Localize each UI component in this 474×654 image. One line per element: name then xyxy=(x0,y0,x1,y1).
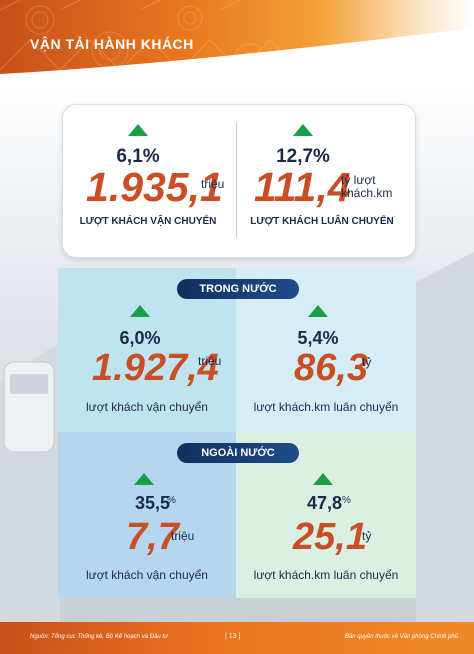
up-triangle-icon xyxy=(308,305,328,317)
up-triangle-icon xyxy=(313,473,333,485)
international-left-change: 35,5 xyxy=(134,493,170,513)
domestic-left-caption: lượt khách vận chuyển xyxy=(86,400,208,414)
domestic-right-value: 86,3 xyxy=(294,347,368,389)
domestic-label: TRONG NƯỚC xyxy=(177,279,299,299)
summary-left-value: 1.935,1 xyxy=(86,164,223,210)
summary-left-caption: LƯỢT KHÁCH VẬN CHUYỂN xyxy=(79,216,217,227)
summary-card xyxy=(62,104,416,258)
international-right-caption: lượt khách.km luân chuyển xyxy=(253,568,399,582)
international-right-unit: tỷ xyxy=(362,529,372,543)
domestic-right-unit: tỷ xyxy=(362,355,372,369)
banner-curve xyxy=(0,28,474,82)
international-left-unit: triệu xyxy=(171,529,195,543)
domestic-left-value: 1.927,4 xyxy=(92,347,219,389)
summary-right-change: 12,7% xyxy=(276,146,330,167)
footer-source: Nguồn: Tổng cục Thống kê, Bộ Kế hoạch và… xyxy=(30,634,168,640)
domestic-left-unit: triệu xyxy=(198,354,222,368)
footer-bar: Nguồn: Tổng cục Thống kê, Bộ Kế hoạch và… xyxy=(0,622,474,654)
international-left-change-unit: % xyxy=(167,495,176,506)
summary-right-unit: tỷ lượt khách.km xyxy=(341,173,393,200)
header-banner: VẬN TẢI HÀNH KHÁCH xyxy=(0,0,474,82)
domestic-right-caption: lượt khách.km luân chuyển xyxy=(253,400,399,414)
page-number: | 13 | xyxy=(225,633,241,640)
international-right-change: 47,8 xyxy=(306,493,342,513)
international-label: NGOÀI NƯỚC xyxy=(177,443,299,463)
domestic-right-change: 5,4% xyxy=(297,328,339,348)
up-triangle-icon xyxy=(293,124,313,136)
up-triangle-icon xyxy=(128,124,148,136)
summary-right-caption: LƯỢT KHÁCH LUÂN CHUYỂN xyxy=(250,216,394,227)
summary-divider xyxy=(236,122,237,238)
international-right-value: 25,1 xyxy=(293,516,367,558)
summary-left-unit: triệu xyxy=(201,177,225,191)
international-left-value: 7,7 xyxy=(126,516,179,558)
international-right-change-unit: % xyxy=(342,495,351,506)
up-triangle-icon xyxy=(130,305,150,317)
international-left-caption: lượt khách vận chuyển xyxy=(86,568,208,582)
summary-left-change: 6,1% xyxy=(116,146,160,167)
up-triangle-icon xyxy=(134,473,154,485)
page-title: VẬN TẢI HÀNH KHÁCH xyxy=(30,36,194,52)
domestic-left-change: 6,0% xyxy=(119,328,161,348)
footer-copyright: Bản quyền thuộc về Văn phòng Chính phủ xyxy=(344,634,458,640)
summary-right-value: 111,4 xyxy=(254,164,351,210)
